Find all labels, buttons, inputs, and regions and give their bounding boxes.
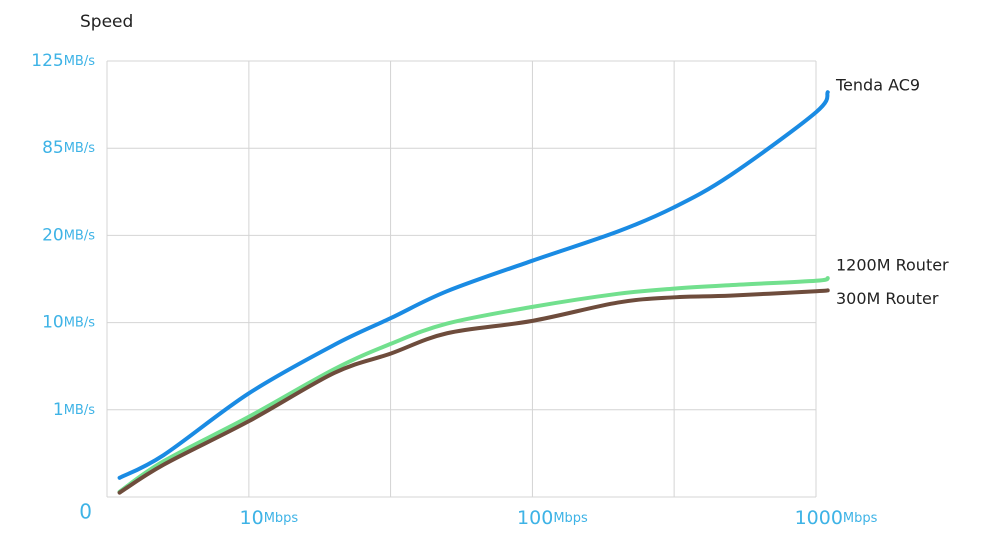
- y-tick-label: 85MB/s: [42, 138, 95, 158]
- y-tick-label: 0: [79, 500, 92, 524]
- x-tick-label: 1000Mbps: [795, 507, 878, 529]
- series-label: 1200M Router: [836, 256, 949, 275]
- y-axis-label: Speed: [80, 12, 133, 32]
- series-line: [117, 90, 830, 480]
- y-tick-label: 125MB/s: [31, 51, 95, 71]
- series-label: 300M Router: [836, 289, 939, 308]
- series-line: [117, 288, 830, 495]
- y-tick-label: 1MB/s: [53, 400, 95, 420]
- y-tick-label: 20MB/s: [42, 225, 95, 245]
- series-label: Tenda AC9: [835, 76, 920, 95]
- x-tick-label: 100Mbps: [517, 507, 588, 529]
- x-tick-label: 10Mbps: [240, 507, 299, 529]
- series-line: [117, 276, 830, 494]
- y-tick-label: 10MB/s: [42, 313, 95, 333]
